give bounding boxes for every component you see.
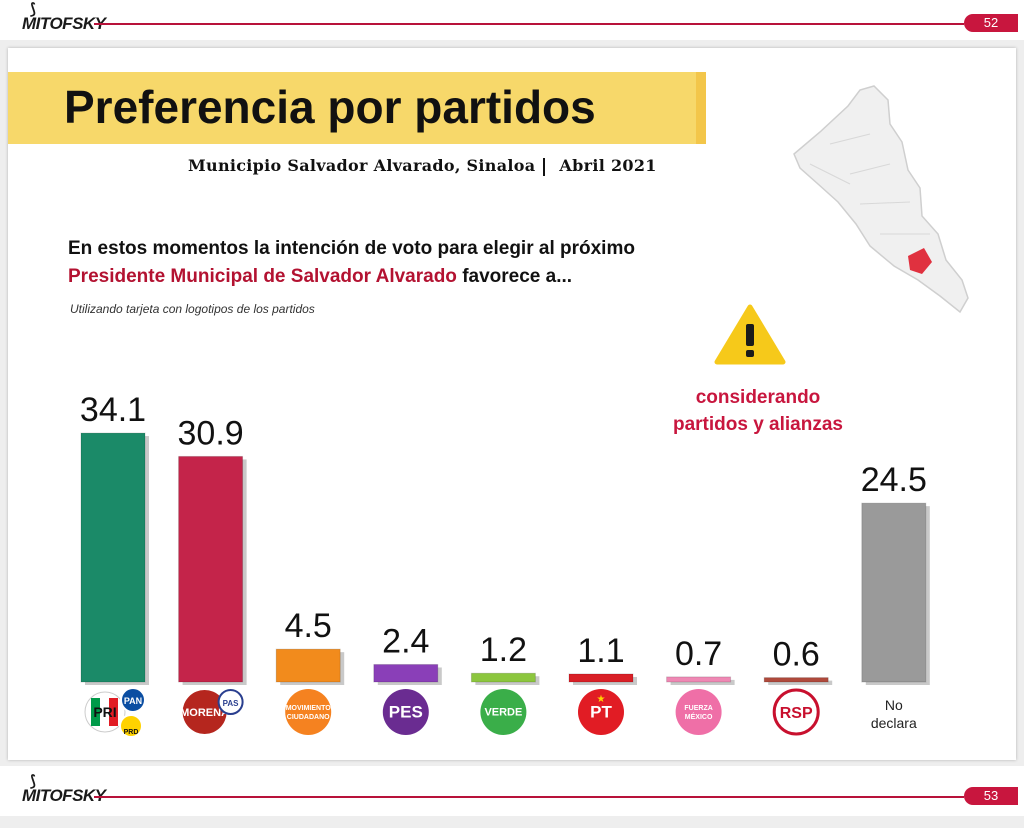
slide: Preferencia por partidos Municipio Salva… bbox=[8, 48, 1016, 760]
party-logo-3: PES bbox=[382, 689, 429, 735]
svg-text:PAN: PAN bbox=[124, 696, 142, 706]
salvador-alvarado-region bbox=[908, 248, 932, 274]
bird-icon: ⟆ bbox=[30, 1, 36, 18]
warning-line2: partidos y alianzas bbox=[672, 414, 843, 435]
footer-rule bbox=[94, 796, 964, 798]
question-rest: favorece a... bbox=[456, 266, 573, 287]
question-line1: En estos momentos la intención de voto p… bbox=[68, 238, 635, 259]
bar-0 bbox=[80, 432, 146, 683]
svg-text:VERDE: VERDE bbox=[484, 707, 522, 719]
question-highlight: Presidente Municipal de Salvador Alvarad… bbox=[68, 266, 457, 287]
no-declara-label: No declara bbox=[871, 697, 917, 731]
bird-icon: ⟆ bbox=[30, 773, 36, 790]
party-logo-7: RSP bbox=[772, 688, 820, 736]
svg-text:PAS: PAS bbox=[223, 699, 240, 708]
bar-4 bbox=[470, 672, 536, 683]
svg-text:★: ★ bbox=[597, 694, 606, 705]
bar-value-label: 30.9 bbox=[178, 414, 244, 452]
header-rule bbox=[94, 23, 964, 25]
party-logo-2: MOVIMIENTO CIUDADANO bbox=[285, 689, 331, 735]
bar-value-label: 1.1 bbox=[577, 632, 624, 670]
bar-shadow bbox=[670, 679, 735, 685]
bar-2 bbox=[275, 648, 341, 683]
bar-value-label: 4.5 bbox=[285, 607, 332, 645]
party-logo-6: FUERZA MÉXICO bbox=[675, 689, 722, 735]
warning-icon bbox=[714, 304, 786, 365]
title-band bbox=[8, 72, 698, 144]
bar-1 bbox=[178, 455, 244, 683]
bar-7 bbox=[763, 677, 829, 683]
bar-5 bbox=[568, 673, 634, 683]
title-band-edge bbox=[696, 72, 706, 144]
subtitle-place: Municipio Salvador Alvarado, Sinaloa bbox=[188, 156, 536, 175]
subtitle-date: Abril 2021 bbox=[559, 156, 657, 175]
party-logo-5: PT★ bbox=[578, 689, 624, 735]
methodology-note: Utilizando tarjeta con logotipos de los … bbox=[70, 302, 315, 316]
bar-6 bbox=[666, 676, 732, 683]
question-line2: Presidente Municipal de Salvador Alvarad… bbox=[68, 266, 572, 288]
party-logo-0: PRI PAN PRD bbox=[84, 687, 146, 738]
brand-logo-footer: ⟆ MITOFSKY bbox=[22, 773, 106, 805]
bar-value-label: 24.5 bbox=[861, 461, 927, 499]
sinaloa-map bbox=[793, 85, 969, 314]
bar-shadow bbox=[768, 680, 833, 685]
header-strip: ⟆ MITOFSKY 52 bbox=[0, 0, 1024, 40]
page-number: 52 bbox=[964, 14, 1018, 32]
svg-text:PES: PES bbox=[389, 703, 423, 722]
svg-text:PRI: PRI bbox=[93, 704, 116, 720]
warning-text: considerando partidos y alianzas bbox=[648, 384, 868, 438]
warning-line1: considerando bbox=[695, 387, 821, 408]
svg-text:PRD: PRD bbox=[124, 729, 139, 736]
bar-value-label: 1.2 bbox=[480, 631, 527, 669]
svg-text:RSP: RSP bbox=[780, 705, 813, 722]
brand-logo: ⟆ MITOFSKY bbox=[22, 1, 106, 33]
bar-value-label: 2.4 bbox=[382, 622, 429, 660]
slide-subtitle: Municipio Salvador Alvarado, Sinaloa Abri… bbox=[188, 156, 657, 176]
bar-value-label: 0.6 bbox=[773, 636, 820, 674]
bar-3 bbox=[373, 663, 439, 683]
page-number-footer: 53 bbox=[964, 787, 1018, 805]
footer-strip: ⟆ MITOFSKY 53 bbox=[0, 766, 1024, 816]
bar-value-label: 34.1 bbox=[80, 391, 146, 429]
svg-text:PT: PT bbox=[590, 703, 612, 722]
svg-text:MORENA: MORENA bbox=[180, 707, 229, 719]
subtitle-separator bbox=[543, 157, 546, 176]
bar-8 bbox=[861, 502, 927, 683]
slide-title: Preferencia por partidos bbox=[64, 81, 596, 133]
party-logo-4: VERDE bbox=[480, 689, 527, 735]
bar-value-label: 0.7 bbox=[675, 635, 722, 673]
